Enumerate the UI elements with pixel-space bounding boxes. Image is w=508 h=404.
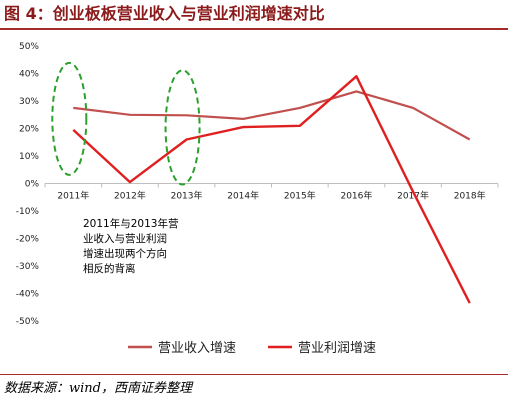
x-axis-ticks: 2011年 2012年 2013年 2014年 2015年 2016年 2017年 2018年 <box>57 190 485 202</box>
y-tick-label: 10% <box>19 152 39 162</box>
axes <box>44 183 499 188</box>
x-tick-label: 2016年 <box>340 190 372 202</box>
y-tick-label: -50% <box>16 317 40 327</box>
y-tick-label: 40% <box>19 70 39 80</box>
y-tick-label: -10% <box>16 207 40 217</box>
y-tick-label: 30% <box>19 97 39 107</box>
line-chart: 50% 40% 30% 20% 10% 0% -10% -20% -30% -40% -50% 20… <box>16 42 499 356</box>
footer-divider <box>0 374 508 375</box>
page-title: 图 4：创业板板营业收入与营业利润增速对比 <box>4 4 325 23</box>
x-tick-label: 2014年 <box>227 190 259 202</box>
y-axis-ticks: 50% 40% 30% 20% 10% 0% -10% -20% -30% -40% -50% <box>16 42 40 327</box>
source-note: 数据来源：wind，西南证券整理 <box>4 381 192 396</box>
annotation-line: 增速出现两个方向 <box>83 248 167 260</box>
y-tick-label: 20% <box>19 125 39 135</box>
x-tick-label: 2013年 <box>171 190 203 202</box>
y-tick-label: -20% <box>16 235 40 245</box>
chart-annotation: 2011年与2013年营 业收入与营业利润 增速出现两个方向 相反的背离 <box>83 217 213 277</box>
series-line-revenue <box>73 90 471 141</box>
y-tick-label: -30% <box>16 262 40 272</box>
x-tick-label: 2011年 <box>57 190 89 202</box>
series-lines <box>72 75 471 304</box>
x-tick-label: 2017年 <box>397 190 429 202</box>
highlight-ellipse <box>164 69 201 186</box>
annotation-line: 业收入与营业利润 <box>83 233 167 245</box>
legend: 营业收入增速 营业利润增速 <box>128 341 376 356</box>
x-tick-label: 2015年 <box>284 190 316 202</box>
x-tick-label: 2018年 <box>454 190 486 202</box>
annotation-line: 2011年与2013年营 <box>83 218 179 230</box>
series-line-profit <box>72 75 471 304</box>
highlight-ellipse <box>51 61 88 176</box>
legend-label: 营业收入增速 <box>158 341 236 356</box>
annotation-line: 相反的背离 <box>83 263 136 275</box>
legend-label: 营业利润增速 <box>298 341 376 356</box>
highlight-ellipses <box>51 61 201 186</box>
x-tick-label: 2012年 <box>114 190 146 202</box>
title-divider <box>0 28 508 30</box>
y-tick-label: -40% <box>16 290 40 300</box>
y-tick-label: 50% <box>19 42 39 52</box>
y-tick-label: 0% <box>25 180 40 190</box>
